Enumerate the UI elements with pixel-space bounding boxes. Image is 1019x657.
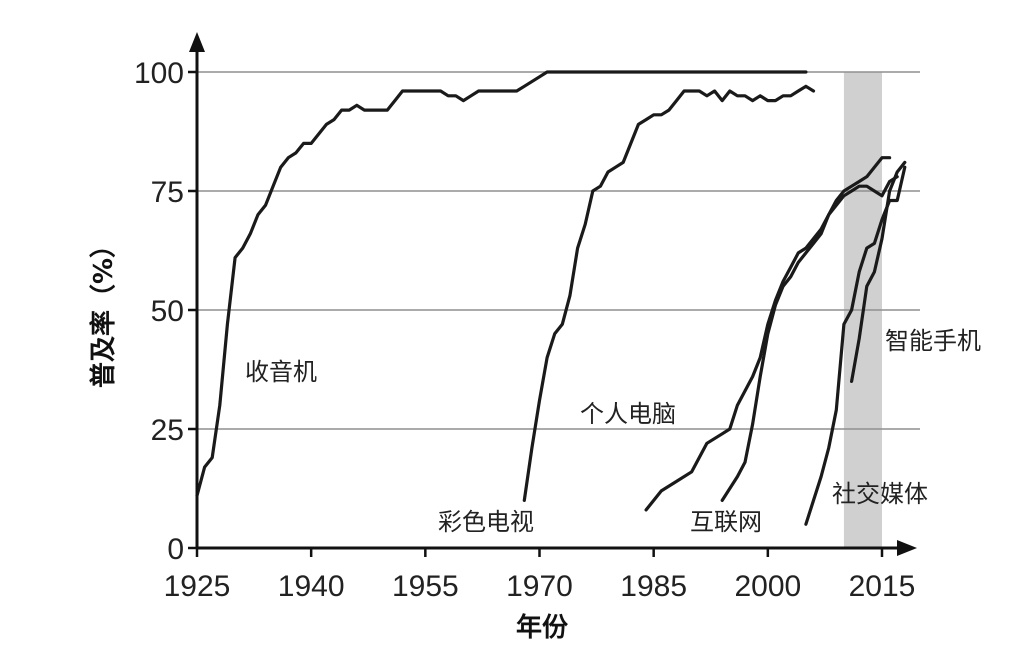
x-tick-label: 2015	[849, 570, 916, 603]
label-smartphone: 智能手机	[885, 327, 981, 355]
x-axis-arrow-icon	[897, 540, 917, 556]
series-lines	[195, 70, 907, 526]
label-internet: 互联网	[690, 508, 762, 536]
label-color-tv: 彩色电视	[438, 508, 534, 536]
x-tick-label: 1955	[392, 570, 459, 603]
x-tick-label: 2000	[734, 570, 801, 603]
series-line-3	[720, 156, 892, 502]
x-axis-title: 年份	[516, 612, 568, 643]
y-axis-title: 普及率（%）	[88, 232, 119, 388]
x-ticks: 1925 1940 1955 1970 1985 2000 2015	[164, 548, 916, 603]
x-tick-label: 1940	[278, 570, 345, 603]
y-tick-label: 75	[151, 176, 184, 209]
series-line-2	[644, 175, 899, 512]
y-tick-label: 25	[151, 414, 184, 447]
y-axis-arrow-icon	[189, 32, 205, 52]
x-tick-label: 1925	[164, 570, 231, 603]
y-tick-label: 50	[151, 295, 184, 328]
label-radio: 收音机	[245, 358, 317, 386]
label-social-media: 社交媒体	[832, 480, 928, 508]
series-line-5	[850, 160, 907, 383]
y-tick-label: 100	[134, 57, 184, 90]
x-tick-label: 1985	[620, 570, 687, 603]
axes	[189, 32, 917, 556]
label-pc: 个人电脑	[580, 400, 676, 428]
series-line-1	[522, 84, 816, 502]
x-tick-label: 1970	[506, 570, 573, 603]
y-ticks: 0 25 50 75 100	[134, 57, 197, 566]
series-line-0	[195, 70, 808, 498]
y-tick-label: 0	[167, 533, 184, 566]
